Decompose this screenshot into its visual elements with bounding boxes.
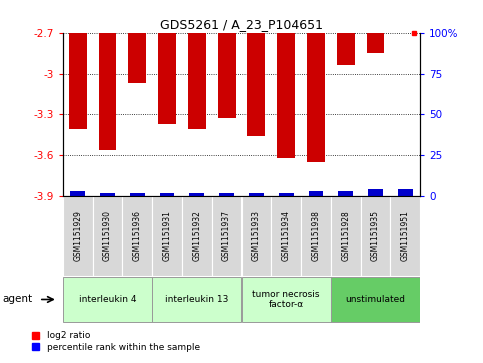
Text: GSM1151935: GSM1151935 bbox=[371, 211, 380, 261]
Text: GSM1151934: GSM1151934 bbox=[282, 211, 291, 261]
Bar bbox=[218, 33, 236, 118]
Bar bbox=[130, 193, 145, 196]
Bar bbox=[158, 33, 176, 124]
Bar bbox=[122, 196, 152, 276]
Text: interleukin 13: interleukin 13 bbox=[165, 295, 228, 304]
Bar bbox=[152, 196, 182, 276]
Title: GDS5261 / A_23_P104651: GDS5261 / A_23_P104651 bbox=[160, 19, 323, 32]
Bar bbox=[100, 193, 115, 196]
Bar bbox=[277, 33, 295, 158]
Text: GSM1151933: GSM1151933 bbox=[252, 211, 261, 261]
Bar bbox=[249, 193, 264, 196]
Bar bbox=[69, 33, 86, 129]
Bar bbox=[182, 196, 212, 276]
Bar bbox=[390, 196, 420, 276]
Bar bbox=[309, 191, 324, 196]
Text: GSM1151936: GSM1151936 bbox=[133, 211, 142, 261]
Text: GSM1151931: GSM1151931 bbox=[163, 211, 171, 261]
Bar bbox=[70, 191, 85, 196]
Text: tumor necrosis
factor-α: tumor necrosis factor-α bbox=[253, 290, 320, 309]
Text: GSM1151929: GSM1151929 bbox=[73, 211, 82, 261]
Text: agent: agent bbox=[2, 294, 32, 305]
Bar bbox=[337, 33, 355, 65]
Text: GSM1151951: GSM1151951 bbox=[401, 211, 410, 261]
Bar bbox=[361, 196, 390, 276]
Bar bbox=[63, 277, 152, 322]
Bar bbox=[307, 33, 325, 162]
Bar bbox=[331, 277, 420, 322]
Bar bbox=[93, 196, 122, 276]
Bar bbox=[188, 33, 206, 129]
Bar bbox=[301, 196, 331, 276]
Text: GSM1151930: GSM1151930 bbox=[103, 211, 112, 261]
Legend: log2 ratio, percentile rank within the sample: log2 ratio, percentile rank within the s… bbox=[28, 327, 203, 355]
Bar bbox=[247, 33, 265, 136]
Bar bbox=[63, 196, 93, 276]
Text: GSM1151937: GSM1151937 bbox=[222, 211, 231, 261]
Text: GSM1151928: GSM1151928 bbox=[341, 211, 350, 261]
Text: GSM1151938: GSM1151938 bbox=[312, 211, 320, 261]
Bar bbox=[279, 193, 294, 196]
Bar bbox=[368, 189, 383, 196]
Text: interleukin 4: interleukin 4 bbox=[79, 295, 136, 304]
Text: GSM1151932: GSM1151932 bbox=[192, 211, 201, 261]
Text: unstimulated: unstimulated bbox=[345, 295, 406, 304]
Bar bbox=[219, 193, 234, 196]
Bar bbox=[128, 33, 146, 83]
Bar bbox=[338, 191, 353, 196]
Bar bbox=[99, 33, 116, 150]
Bar bbox=[159, 193, 174, 196]
Bar bbox=[398, 189, 413, 196]
Bar bbox=[271, 196, 301, 276]
Bar bbox=[331, 196, 361, 276]
Bar bbox=[242, 277, 331, 322]
Bar bbox=[212, 196, 242, 276]
Bar bbox=[152, 277, 242, 322]
Bar bbox=[242, 196, 271, 276]
Bar bbox=[189, 193, 204, 196]
Bar bbox=[367, 33, 384, 53]
